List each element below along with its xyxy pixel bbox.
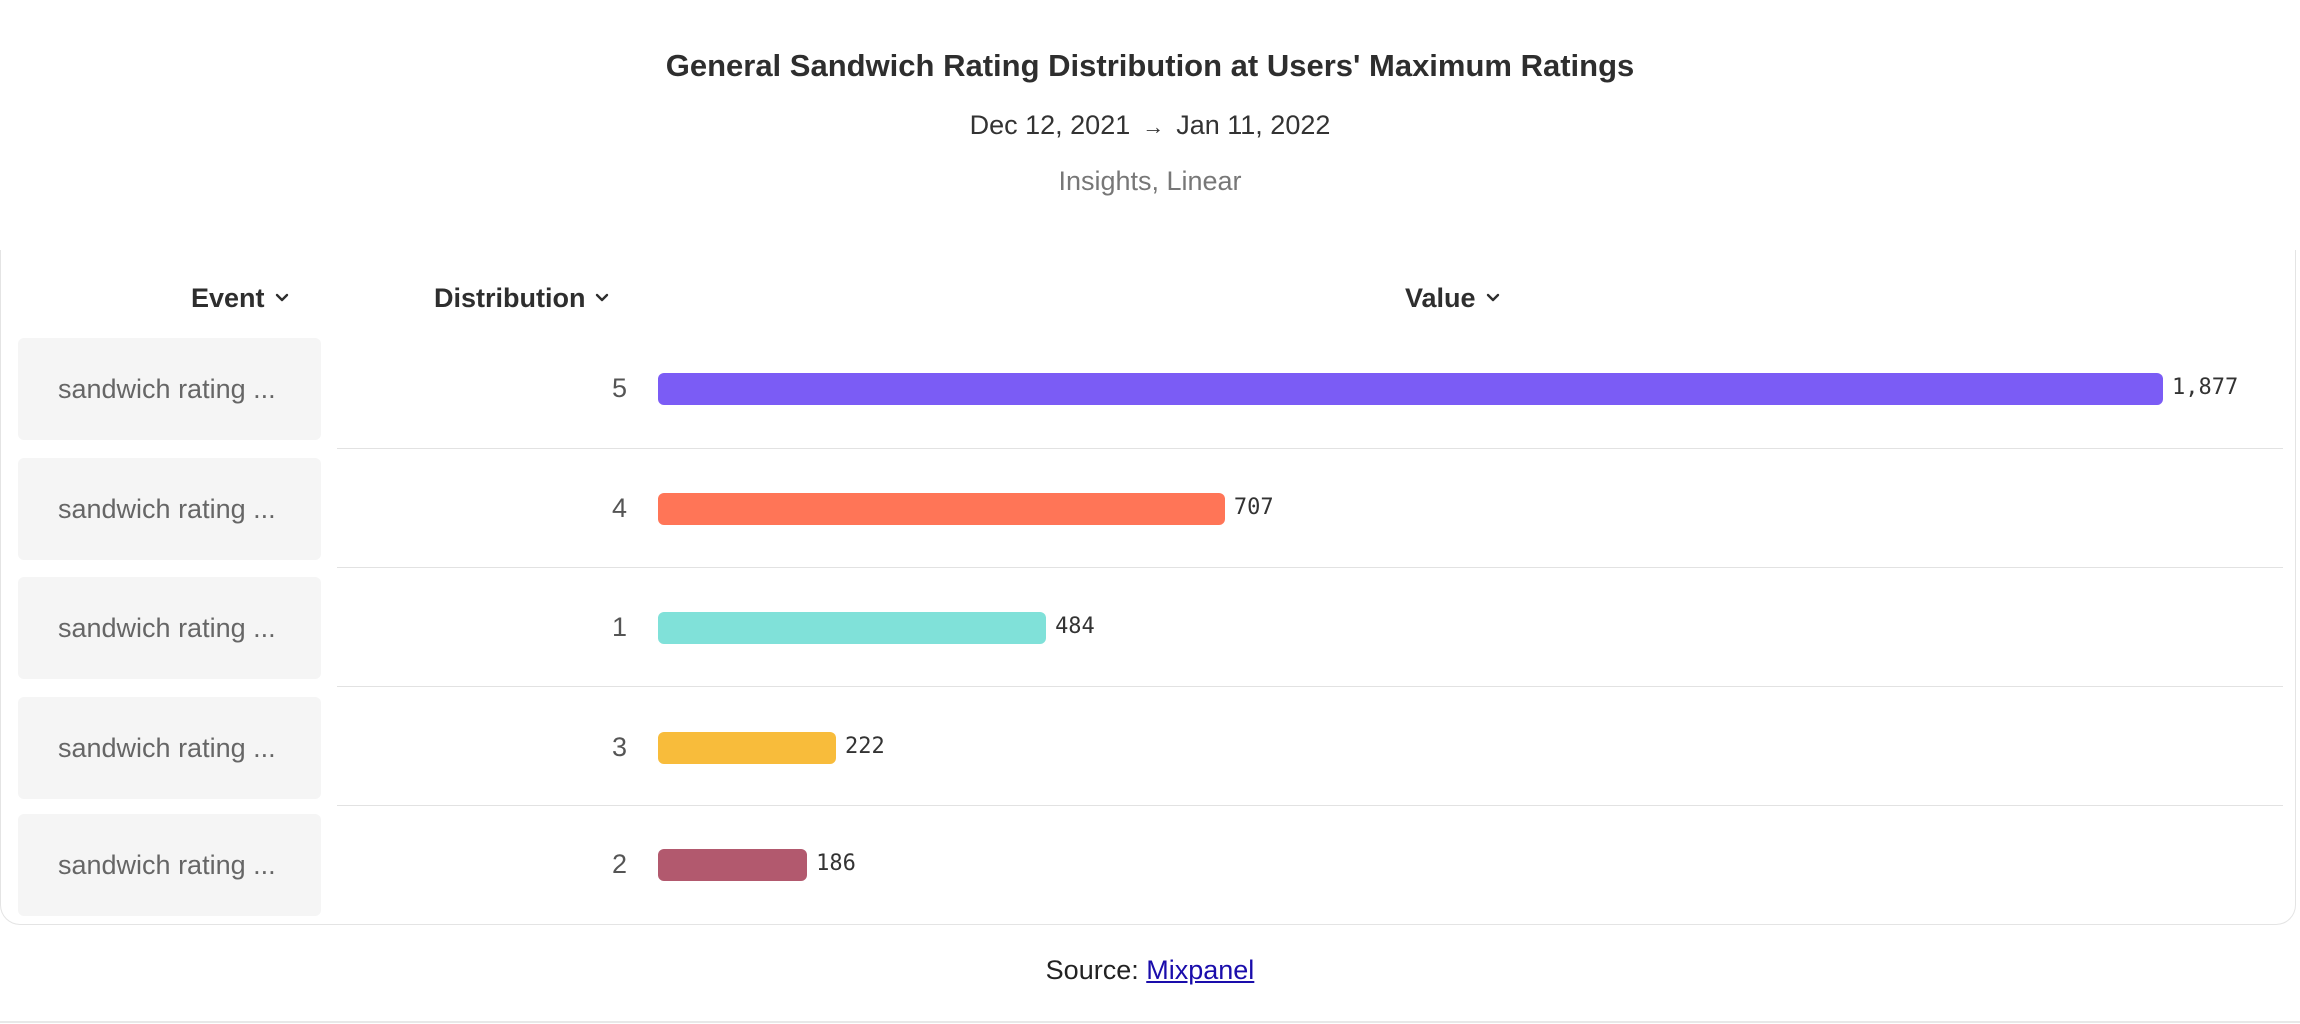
row-divider xyxy=(337,567,2283,568)
mixpanel-link[interactable]: Mixpanel xyxy=(1146,955,1255,985)
value-column-label: Value xyxy=(1405,283,1476,313)
source-label: Source: xyxy=(1045,955,1139,985)
distribution-label: 3 xyxy=(611,732,627,762)
date-start: Dec 12, 2021 xyxy=(969,110,1131,140)
chart-title: General Sandwich Rating Distribution at … xyxy=(665,48,1635,83)
date-range: Dec 12, 2021 → Jan 11, 2022 xyxy=(0,110,2300,141)
bar-value-label: 186 xyxy=(816,851,856,876)
bar-value-label: 1,877 xyxy=(2172,375,2239,400)
distribution-label: 4 xyxy=(611,493,627,523)
bar[interactable] xyxy=(658,493,1225,525)
bar-value-label: 484 xyxy=(1055,614,1095,639)
distribution-label: 1 xyxy=(611,612,627,642)
event-label: sandwich rating ... xyxy=(58,612,276,643)
arrow-right-icon: → xyxy=(1142,114,1165,139)
chart-subtitle: Insights, Linear xyxy=(1058,166,1242,196)
date-end: Jan 11, 2022 xyxy=(1176,110,1331,140)
bottom-divider xyxy=(0,1021,2300,1023)
event-column-header[interactable]: Event xyxy=(191,283,291,314)
source-footer: Source: Mixpanel xyxy=(0,955,2300,986)
event-column-label: Event xyxy=(191,283,265,313)
event-cell[interactable]: sandwich rating ... xyxy=(18,697,321,799)
chart-table-card xyxy=(0,250,2296,925)
row-divider xyxy=(337,448,2283,449)
event-cell[interactable]: sandwich rating ... xyxy=(18,458,321,560)
event-cell[interactable]: sandwich rating ... xyxy=(18,338,321,440)
event-label: sandwich rating ... xyxy=(58,493,276,524)
event-cell[interactable]: sandwich rating ... xyxy=(18,577,321,679)
bar[interactable] xyxy=(658,849,808,881)
event-cell[interactable]: sandwich rating ... xyxy=(18,814,321,916)
row-divider xyxy=(337,686,2283,687)
event-label: sandwich rating ... xyxy=(58,373,276,404)
chevron-down-icon xyxy=(596,293,609,302)
value-column-header[interactable]: Value xyxy=(1405,283,1502,314)
bar[interactable] xyxy=(658,612,1047,644)
bar-value-label: 707 xyxy=(1233,495,1274,520)
bar[interactable] xyxy=(658,373,2163,405)
chevron-down-icon xyxy=(1486,293,1499,302)
distribution-column-label: Distribution xyxy=(434,283,586,313)
bar-value-label: 222 xyxy=(845,734,885,759)
row-divider xyxy=(337,805,2283,806)
chevron-down-icon xyxy=(275,293,288,302)
distribution-column-header[interactable]: Distribution xyxy=(434,283,611,314)
event-label: sandwich rating ... xyxy=(58,732,276,763)
event-label: sandwich rating ... xyxy=(58,849,276,880)
distribution-label: 5 xyxy=(611,373,627,403)
bar[interactable] xyxy=(658,732,836,764)
chart-header: General Sandwich Rating Distribution at … xyxy=(0,0,2300,250)
distribution-label: 2 xyxy=(611,849,627,879)
